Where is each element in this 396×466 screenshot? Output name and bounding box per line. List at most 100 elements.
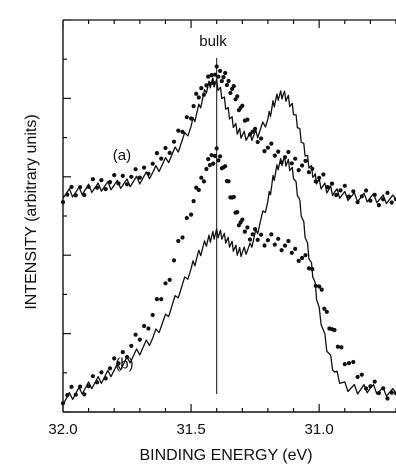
series-b-point (206, 157, 211, 162)
series-b-point (296, 258, 301, 263)
series-b-point (317, 284, 322, 289)
series-b-point (235, 210, 240, 215)
series-a-point (221, 75, 226, 80)
series-a-point (240, 103, 245, 108)
series-b-point (191, 199, 196, 204)
annotation-bulk: bulk (199, 33, 227, 50)
series-a-point (272, 153, 277, 158)
series-b-point (107, 366, 113, 371)
series-a-point (289, 161, 294, 166)
series-a-point (99, 178, 104, 183)
series-b-point (272, 242, 277, 247)
series-a-point (214, 64, 219, 69)
series-a-point (60, 200, 66, 205)
data-layer (60, 64, 396, 406)
series-b-point (385, 396, 390, 401)
series-a-point (194, 91, 199, 96)
series-a-point (300, 163, 305, 168)
series-a-point (124, 182, 130, 187)
series-b-point (245, 225, 250, 230)
series-a-point (133, 167, 138, 172)
series-a-point (325, 185, 330, 190)
series-a-point (206, 74, 211, 79)
y-axis-title: INTENSITY (arbitrary units) (23, 114, 40, 309)
series-b-point (332, 327, 337, 333)
series-a-point (293, 156, 298, 161)
series-b-point (223, 164, 228, 169)
series-b-point (120, 350, 125, 355)
series-b-point (322, 306, 327, 311)
series-a-point (306, 170, 311, 175)
series-b-point (339, 345, 344, 350)
series-b-point (129, 343, 134, 348)
series-a-point (209, 73, 214, 78)
series-b-point (293, 246, 298, 251)
series-a-point (184, 115, 189, 120)
x-tick-label: 31.0 (305, 421, 334, 438)
series-a-point (235, 94, 240, 99)
series-b-point (90, 374, 95, 379)
series-a-point (265, 145, 270, 150)
series-b-point (137, 337, 142, 342)
series-a-point (120, 173, 125, 178)
series-a-point (231, 84, 236, 89)
series-b-point (201, 179, 206, 184)
series-b-point (226, 179, 231, 184)
series-a-point (112, 173, 117, 178)
series-b-point (214, 146, 219, 151)
series-b-point (372, 379, 377, 384)
series-b-point (211, 161, 216, 166)
series-b-point (265, 238, 270, 243)
series-b-point (196, 187, 201, 193)
series-b-point (231, 194, 236, 200)
x-tick-label: 32.0 (48, 421, 77, 438)
series-a-point (259, 136, 264, 141)
series-b-point (279, 248, 284, 253)
series-a-point (385, 190, 390, 195)
series-a-point (329, 181, 335, 186)
series-b-point (216, 158, 221, 163)
series-b-point (276, 236, 281, 241)
series-a-point (176, 128, 181, 133)
series-a-point (69, 184, 74, 190)
series-b-point (154, 297, 159, 302)
series-a-point (171, 139, 177, 144)
axes (62, 19, 396, 413)
series-a-point (224, 82, 229, 88)
series-a-point (389, 200, 394, 205)
series-b-point (171, 258, 177, 263)
series-b-point (146, 326, 151, 331)
series-b-point (355, 374, 360, 379)
series-a-point (219, 79, 224, 84)
series-a-point (321, 172, 326, 177)
series-a-point (212, 72, 218, 77)
series-a-point (142, 165, 147, 170)
series-b-point (180, 235, 185, 240)
x-axis-title: BINDING ENERGY (eV) (139, 447, 312, 464)
series-a-point (218, 68, 223, 73)
series-a-point (269, 141, 274, 146)
series-b-point (324, 309, 329, 314)
series-a-point (226, 78, 231, 84)
series-b-point (184, 215, 189, 221)
series-b-point (351, 359, 356, 365)
series-b-point (204, 166, 209, 172)
series-b-point (163, 281, 168, 286)
series-b-point (289, 250, 294, 255)
series-b-point (303, 253, 308, 258)
series-b-point (189, 212, 194, 217)
series-b-point (112, 356, 117, 361)
series-b-point (342, 362, 347, 367)
series-b-point (99, 370, 104, 375)
series-a-point (334, 192, 339, 198)
series-b-point (306, 266, 311, 271)
series-a-point (216, 74, 221, 79)
series-b-point (250, 232, 255, 237)
series-b-point (69, 384, 74, 389)
series-a-point (262, 149, 267, 154)
series-a-point (163, 145, 168, 151)
series-b-point (142, 323, 147, 329)
annotation-curve-a: (a) (113, 147, 131, 164)
series-a-point (338, 188, 343, 193)
series-a-point (296, 168, 301, 173)
